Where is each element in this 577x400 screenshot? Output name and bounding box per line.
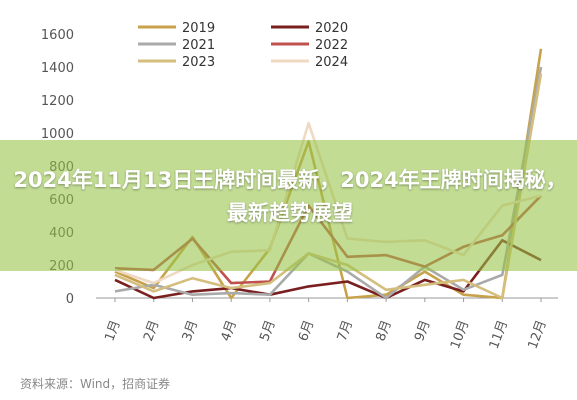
y-tick-label: 0	[66, 292, 74, 307]
x-tick-label: 5月	[257, 318, 278, 343]
x-tick-label: 12月	[526, 318, 550, 351]
y-tick-label: 1600	[41, 28, 74, 43]
x-tick-label: 11月	[487, 318, 511, 351]
y-tick-label: 1200	[41, 94, 74, 109]
legend-label-2019: 2019	[182, 21, 215, 36]
x-tick-label: 6月	[296, 318, 317, 343]
x-tick-label: 7月	[335, 318, 356, 343]
x-tick-label: 3月	[180, 318, 201, 343]
legend: 2019 2020 2021 2022 2023 2024	[138, 21, 348, 70]
legend-label-2022: 2022	[315, 38, 348, 53]
x-tick-label: 10月	[448, 318, 472, 351]
overlay-title: 2024年11月13日王牌时间最新，2024年王牌时间揭秘，最新趋势展望	[13, 168, 567, 225]
y-tick-label: 1400	[41, 61, 74, 76]
x-tick-label: 8月	[373, 318, 394, 343]
x-tick-label: 4月	[219, 318, 240, 343]
legend-label-2021: 2021	[182, 38, 215, 53]
x-tick-label: 9月	[412, 318, 433, 343]
legend-label-2024: 2024	[315, 55, 348, 70]
title-overlay-band	[0, 140, 577, 271]
y-tick-label: 1000	[41, 127, 74, 142]
x-tick-label: 2月	[141, 318, 162, 343]
legend-label-2023: 2023	[182, 55, 215, 70]
source-note: 资料来源：Wind，招商证券	[20, 376, 170, 391]
x-tick-label: 1月	[102, 318, 123, 343]
legend-label-2020: 2020	[315, 21, 348, 36]
